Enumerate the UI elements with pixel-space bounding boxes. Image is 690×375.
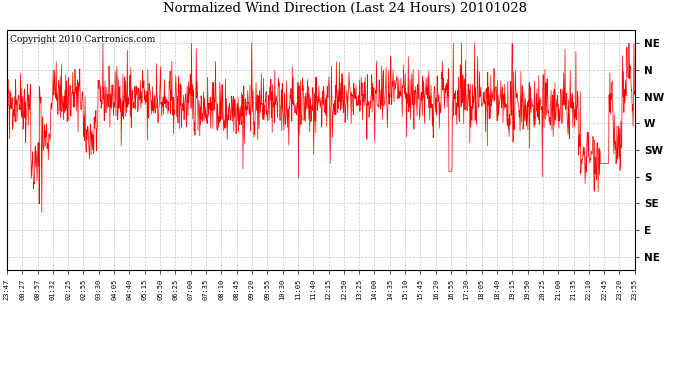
- Text: Copyright 2010 Cartronics.com: Copyright 2010 Cartronics.com: [10, 35, 155, 44]
- Text: Normalized Wind Direction (Last 24 Hours) 20101028: Normalized Wind Direction (Last 24 Hours…: [163, 2, 527, 15]
